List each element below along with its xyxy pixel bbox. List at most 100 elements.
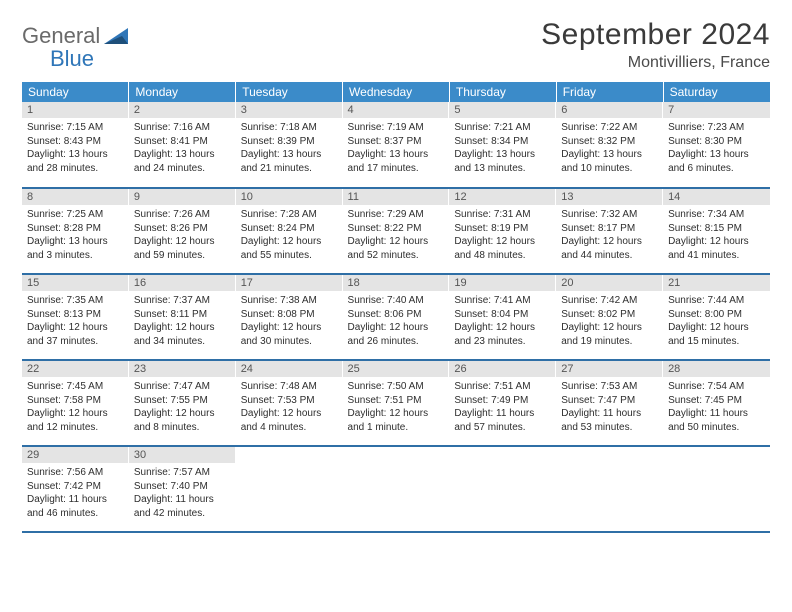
sunrise-text: Sunrise: 7:38 AM [241,294,338,308]
day-number: 13 [556,189,663,205]
calendar-cell [556,446,663,532]
sunrise-text: Sunrise: 7:21 AM [454,121,551,135]
sunset-text: Sunset: 7:53 PM [241,394,338,408]
sunset-text: Sunset: 7:58 PM [27,394,124,408]
sunrise-text: Sunrise: 7:16 AM [134,121,231,135]
day-body: Sunrise: 7:32 AMSunset: 8:17 PMDaylight:… [556,205,663,267]
sunset-text: Sunset: 8:22 PM [348,222,445,236]
day-body: Sunrise: 7:51 AMSunset: 7:49 PMDaylight:… [449,377,556,439]
day-number: 12 [449,189,556,205]
day-number: 10 [236,189,343,205]
daylight-text: Daylight: 13 hours and 10 minutes. [561,148,658,175]
daylight-text: Daylight: 13 hours and 6 minutes. [668,148,765,175]
day-body: Sunrise: 7:16 AMSunset: 8:41 PMDaylight:… [129,118,236,180]
sunrise-text: Sunrise: 7:19 AM [348,121,445,135]
calendar-cell: 24Sunrise: 7:48 AMSunset: 7:53 PMDayligh… [236,360,343,446]
calendar-cell: 10Sunrise: 7:28 AMSunset: 8:24 PMDayligh… [236,188,343,274]
sunrise-text: Sunrise: 7:56 AM [27,466,124,480]
day-body: Sunrise: 7:21 AMSunset: 8:34 PMDaylight:… [449,118,556,180]
sunset-text: Sunset: 8:02 PM [561,308,658,322]
day-body: Sunrise: 7:56 AMSunset: 7:42 PMDaylight:… [22,463,129,525]
calendar-cell: 21Sunrise: 7:44 AMSunset: 8:00 PMDayligh… [663,274,770,360]
day-body: Sunrise: 7:48 AMSunset: 7:53 PMDaylight:… [236,377,343,439]
sunset-text: Sunset: 8:15 PM [668,222,765,236]
day-body: Sunrise: 7:45 AMSunset: 7:58 PMDaylight:… [22,377,129,439]
daylight-text: Daylight: 13 hours and 28 minutes. [27,148,124,175]
sunset-text: Sunset: 8:39 PM [241,135,338,149]
calendar-cell [236,446,343,532]
title-block: September 2024 Montivilliers, France [541,18,770,72]
day-body: Sunrise: 7:44 AMSunset: 8:00 PMDaylight:… [663,291,770,353]
day-number: 25 [343,361,450,377]
location: Montivilliers, France [541,54,770,72]
sunrise-text: Sunrise: 7:34 AM [668,208,765,222]
calendar-cell: 20Sunrise: 7:42 AMSunset: 8:02 PMDayligh… [556,274,663,360]
day-body: Sunrise: 7:15 AMSunset: 8:43 PMDaylight:… [22,118,129,180]
sunset-text: Sunset: 7:51 PM [348,394,445,408]
day-body: Sunrise: 7:29 AMSunset: 8:22 PMDaylight:… [343,205,450,267]
day-body: Sunrise: 7:57 AMSunset: 7:40 PMDaylight:… [129,463,236,525]
sunrise-text: Sunrise: 7:29 AM [348,208,445,222]
sunrise-text: Sunrise: 7:25 AM [27,208,124,222]
daylight-text: Daylight: 11 hours and 53 minutes. [561,407,658,434]
sunrise-text: Sunrise: 7:51 AM [454,380,551,394]
day-body: Sunrise: 7:40 AMSunset: 8:06 PMDaylight:… [343,291,450,353]
daylight-text: Daylight: 12 hours and 48 minutes. [454,235,551,262]
day-number: 22 [22,361,129,377]
calendar-cell: 7Sunrise: 7:23 AMSunset: 8:30 PMDaylight… [663,102,770,188]
daylight-text: Daylight: 12 hours and 26 minutes. [348,321,445,348]
calendar-week-row: 22Sunrise: 7:45 AMSunset: 7:58 PMDayligh… [22,360,770,446]
day-number: 17 [236,275,343,291]
day-number: 20 [556,275,663,291]
day-number: 9 [129,189,236,205]
calendar-cell: 8Sunrise: 7:25 AMSunset: 8:28 PMDaylight… [22,188,129,274]
weekday-header: Tuesday [236,82,343,102]
calendar-cell [663,446,770,532]
day-body: Sunrise: 7:34 AMSunset: 8:15 PMDaylight:… [663,205,770,267]
day-body: Sunrise: 7:31 AMSunset: 8:19 PMDaylight:… [449,205,556,267]
calendar-page: General Blue September 2024 Montivillier… [0,0,792,533]
logo-word2: Blue [50,46,94,71]
sunset-text: Sunset: 8:13 PM [27,308,124,322]
day-body: Sunrise: 7:22 AMSunset: 8:32 PMDaylight:… [556,118,663,180]
logo-text: General Blue [22,24,100,70]
sunset-text: Sunset: 7:42 PM [27,480,124,494]
sunrise-text: Sunrise: 7:47 AM [134,380,231,394]
day-body: Sunrise: 7:23 AMSunset: 8:30 PMDaylight:… [663,118,770,180]
sunrise-text: Sunrise: 7:37 AM [134,294,231,308]
calendar-cell: 12Sunrise: 7:31 AMSunset: 8:19 PMDayligh… [449,188,556,274]
weekday-header: Sunday [22,82,129,102]
calendar-cell: 18Sunrise: 7:40 AMSunset: 8:06 PMDayligh… [343,274,450,360]
sunset-text: Sunset: 8:28 PM [27,222,124,236]
day-number: 1 [22,102,129,118]
daylight-text: Daylight: 12 hours and 59 minutes. [134,235,231,262]
calendar-cell: 22Sunrise: 7:45 AMSunset: 7:58 PMDayligh… [22,360,129,446]
day-number: 11 [343,189,450,205]
sunset-text: Sunset: 8:32 PM [561,135,658,149]
sunrise-text: Sunrise: 7:15 AM [27,121,124,135]
day-body: Sunrise: 7:50 AMSunset: 7:51 PMDaylight:… [343,377,450,439]
weekday-header: Saturday [663,82,770,102]
page-title: September 2024 [541,18,770,52]
sunrise-text: Sunrise: 7:41 AM [454,294,551,308]
daylight-text: Daylight: 12 hours and 12 minutes. [27,407,124,434]
calendar-cell [343,446,450,532]
calendar-cell: 29Sunrise: 7:56 AMSunset: 7:42 PMDayligh… [22,446,129,532]
calendar-cell: 9Sunrise: 7:26 AMSunset: 8:26 PMDaylight… [129,188,236,274]
daylight-text: Daylight: 12 hours and 1 minute. [348,407,445,434]
sunrise-text: Sunrise: 7:40 AM [348,294,445,308]
sunset-text: Sunset: 8:41 PM [134,135,231,149]
sunset-text: Sunset: 7:47 PM [561,394,658,408]
calendar-cell: 4Sunrise: 7:19 AMSunset: 8:37 PMDaylight… [343,102,450,188]
day-number: 3 [236,102,343,118]
day-number: 16 [129,275,236,291]
sunset-text: Sunset: 8:37 PM [348,135,445,149]
sunrise-text: Sunrise: 7:23 AM [668,121,765,135]
day-body: Sunrise: 7:37 AMSunset: 8:11 PMDaylight:… [129,291,236,353]
sunrise-text: Sunrise: 7:42 AM [561,294,658,308]
daylight-text: Daylight: 12 hours and 15 minutes. [668,321,765,348]
calendar-cell: 25Sunrise: 7:50 AMSunset: 7:51 PMDayligh… [343,360,450,446]
sunset-text: Sunset: 8:00 PM [668,308,765,322]
day-number: 27 [556,361,663,377]
daylight-text: Daylight: 13 hours and 3 minutes. [27,235,124,262]
